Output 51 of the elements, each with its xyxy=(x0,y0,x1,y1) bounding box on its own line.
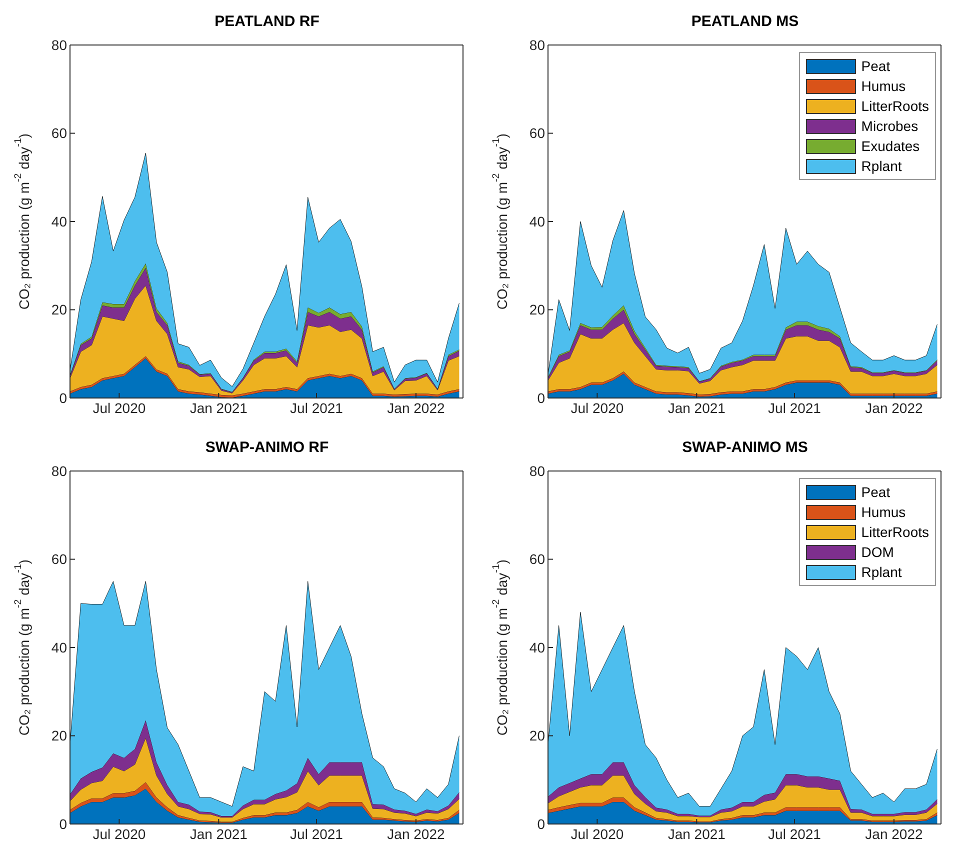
x-tick-label: Jul 2021 xyxy=(290,400,344,416)
y-tick-label: 0 xyxy=(537,390,546,406)
y-tick-label: 0 xyxy=(59,390,68,406)
y-tick-label: 0 xyxy=(537,816,546,832)
y-tick-label: 20 xyxy=(51,728,68,744)
y-tick-label: 60 xyxy=(51,125,68,142)
x-tick-label: Jul 2021 xyxy=(768,826,822,842)
chart-title: PEATLAND RF xyxy=(214,12,320,32)
x-tick-label: Jan 2021 xyxy=(668,826,726,842)
y-tick-label: 20 xyxy=(529,302,546,318)
x-tick-label: Jul 2021 xyxy=(768,400,822,416)
x-tick-label: Jul 2020 xyxy=(570,826,624,842)
chart-title: SWAP-ANIMO MS xyxy=(681,438,809,458)
y-tick-label: 0 xyxy=(59,816,68,832)
x-tick-label: Jan 2021 xyxy=(190,400,248,416)
x-tick-label: Jul 2020 xyxy=(570,400,624,416)
x-tick-label: Jan 2022 xyxy=(865,400,923,416)
y-tick-label: 40 xyxy=(529,213,546,230)
x-tick-label: Jan 2022 xyxy=(865,826,923,842)
y-tick-label: 80 xyxy=(529,462,546,479)
chart-title: PEATLAND MS xyxy=(690,12,800,32)
legend-label: DOM xyxy=(861,544,894,560)
y-tick-label: 60 xyxy=(529,551,546,568)
legend-label: Humus xyxy=(861,504,906,520)
y-tick-label: 80 xyxy=(51,462,68,479)
y-tick-label: 20 xyxy=(529,728,546,744)
legend-label: LitterRoots xyxy=(861,524,929,540)
x-tick-label: Jul 2021 xyxy=(290,826,344,842)
y-tick-label: 40 xyxy=(51,213,68,230)
legend-label: Humus xyxy=(861,78,906,94)
legend-label: Peat xyxy=(861,484,890,500)
y-tick-label: 20 xyxy=(51,302,68,318)
y-tick-label: 60 xyxy=(529,125,546,142)
x-tick-label: Jan 2021 xyxy=(668,400,726,416)
x-tick-label: Jan 2022 xyxy=(387,826,445,842)
legend-label: Exudates xyxy=(861,138,920,154)
x-tick-label: Jan 2022 xyxy=(387,400,445,416)
legend-label: Microbes xyxy=(861,118,918,134)
y-tick-label: 80 xyxy=(51,36,68,53)
y-tick-label: 40 xyxy=(529,639,546,656)
legend-label: LitterRoots xyxy=(861,98,929,114)
y-tick-label: 80 xyxy=(529,36,546,53)
x-tick-label: Jul 2020 xyxy=(92,826,146,842)
legend-label: Rplant xyxy=(861,564,902,580)
chart-title: SWAP-ANIMO RF xyxy=(204,438,330,458)
y-tick-label: 60 xyxy=(51,551,68,568)
x-tick-label: Jan 2021 xyxy=(190,826,248,842)
legend-label: Rplant xyxy=(861,158,902,174)
x-tick-label: Jul 2020 xyxy=(92,400,146,416)
y-tick-label: 40 xyxy=(51,639,68,656)
legend-label: Peat xyxy=(861,58,890,74)
